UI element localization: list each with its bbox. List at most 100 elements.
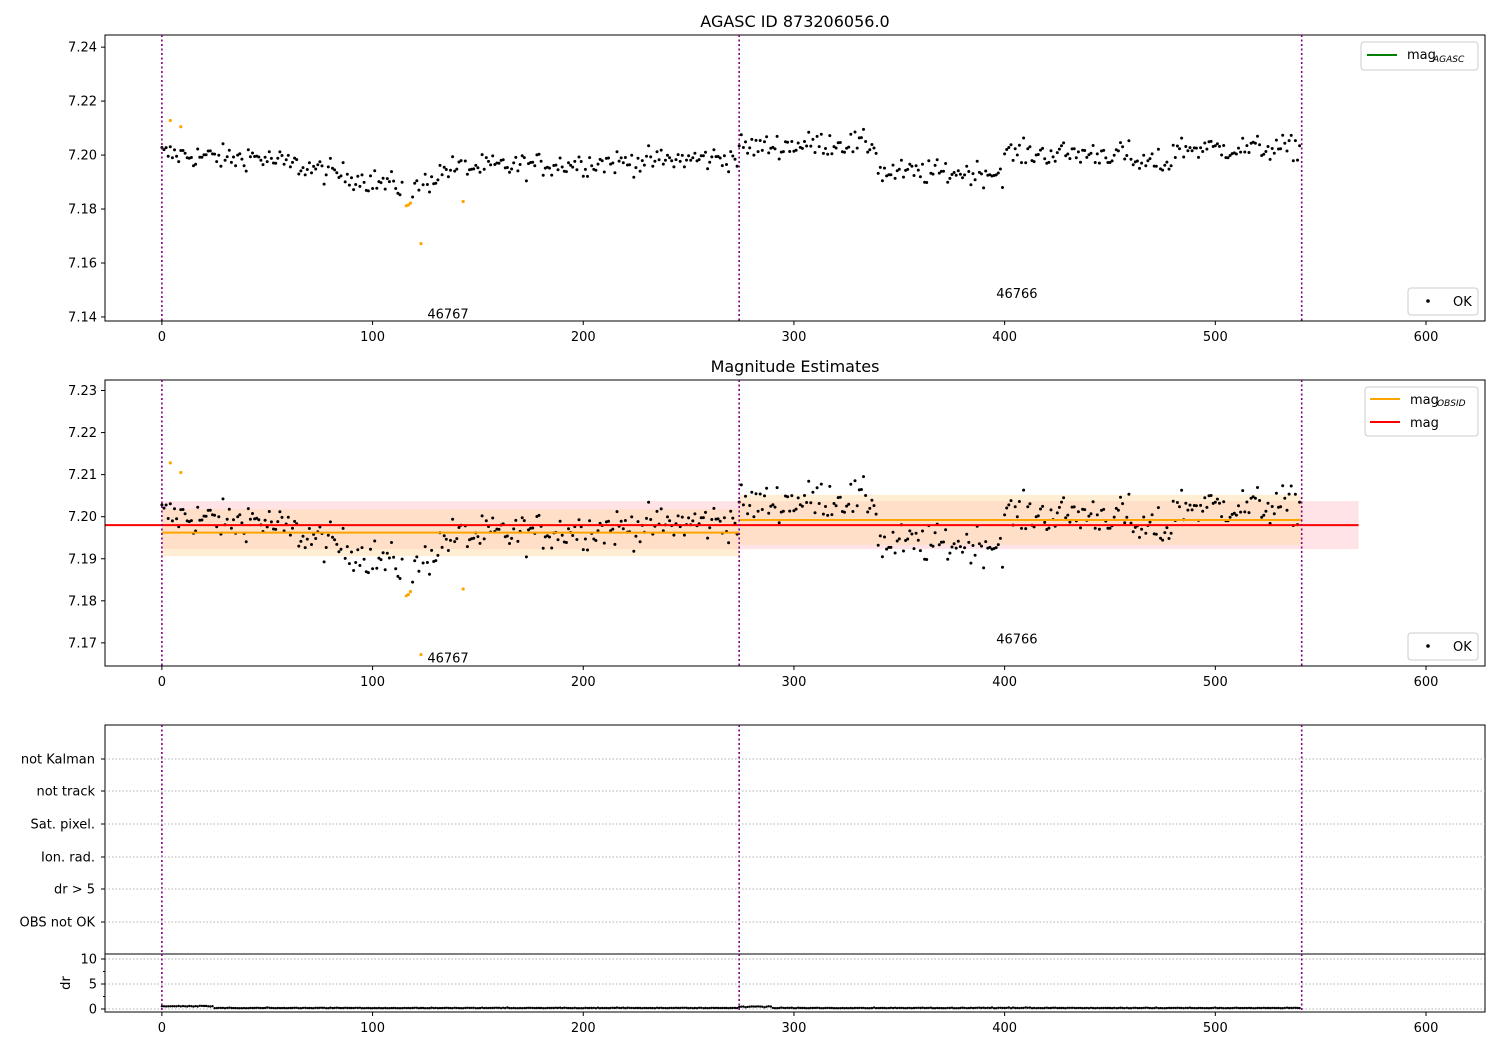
data-point xyxy=(805,501,809,504)
data-point xyxy=(948,551,952,555)
data-point xyxy=(248,155,252,159)
data-point xyxy=(1013,505,1017,509)
dr-point xyxy=(1290,1006,1293,1010)
dr-point xyxy=(632,1006,635,1010)
dr-point xyxy=(1049,1006,1053,1010)
data-point xyxy=(666,153,669,157)
dr-point xyxy=(719,1006,722,1010)
data-point xyxy=(208,508,212,512)
dr-point xyxy=(390,1006,393,1010)
data-point xyxy=(1194,504,1198,508)
data-point xyxy=(792,509,796,513)
data-point xyxy=(1209,139,1213,143)
data-point xyxy=(586,548,589,552)
data-point xyxy=(638,540,642,544)
dr-point xyxy=(1260,1006,1263,1010)
data-point xyxy=(897,167,901,171)
dr-point xyxy=(386,1007,389,1010)
dr-point xyxy=(1264,1006,1268,1010)
data-point xyxy=(1285,149,1289,153)
data-point xyxy=(1194,146,1198,150)
data-point xyxy=(215,160,219,164)
data-point xyxy=(567,161,570,165)
data-point xyxy=(286,153,290,157)
dr-point xyxy=(896,1006,899,1010)
data-point xyxy=(685,158,688,162)
data-point xyxy=(387,556,391,560)
dr-point xyxy=(849,1006,852,1010)
data-point xyxy=(354,561,358,564)
data-point xyxy=(594,168,598,172)
dr-point xyxy=(733,1006,737,1010)
data-point xyxy=(883,166,886,170)
dr-point xyxy=(1268,1006,1272,1010)
dr-point xyxy=(971,1006,975,1010)
data-point xyxy=(297,172,301,176)
data-point xyxy=(196,147,200,151)
dr-point xyxy=(1102,1006,1105,1010)
flagged-point xyxy=(168,461,172,465)
dr-point xyxy=(1081,1007,1084,1010)
data-point xyxy=(1142,515,1146,519)
data-point xyxy=(541,173,545,177)
data-point xyxy=(472,167,476,171)
dr-point xyxy=(546,1006,549,1010)
data-point xyxy=(244,540,248,544)
dr-point xyxy=(493,1006,496,1009)
y-tick-label: 10 xyxy=(80,953,97,968)
dr-point xyxy=(499,1007,503,1010)
data-point xyxy=(765,135,769,139)
dr-point xyxy=(238,1007,241,1010)
data-point xyxy=(1028,502,1032,506)
dr-point xyxy=(472,1006,475,1009)
dr-point xyxy=(411,1006,414,1010)
dr-point xyxy=(470,1006,473,1010)
dr-point xyxy=(731,1006,734,1010)
dr-point xyxy=(354,1006,357,1009)
dr-point xyxy=(1226,1006,1230,1010)
dr-point xyxy=(280,1006,284,1010)
dr-point xyxy=(626,1006,629,1009)
x-tick-label: 300 xyxy=(782,1021,807,1036)
data-point xyxy=(691,519,695,523)
data-point xyxy=(969,183,973,187)
data-point xyxy=(996,543,1000,547)
data-point xyxy=(385,177,389,181)
data-point xyxy=(480,153,484,157)
data-point xyxy=(1165,526,1169,530)
dr-point xyxy=(278,1006,282,1010)
data-point xyxy=(232,155,235,159)
data-point xyxy=(1039,148,1042,152)
data-point xyxy=(880,555,884,559)
data-point xyxy=(229,526,233,530)
dr-point xyxy=(603,1006,606,1010)
data-point xyxy=(767,151,771,155)
data-point xyxy=(1201,150,1205,153)
data-point xyxy=(531,526,535,530)
data-point xyxy=(1287,492,1291,496)
data-point xyxy=(885,547,889,551)
data-point xyxy=(1283,496,1287,500)
data-point xyxy=(973,553,977,557)
data-point xyxy=(910,532,914,536)
data-point xyxy=(963,546,967,550)
dr-point xyxy=(253,1006,256,1010)
flagged-point xyxy=(408,590,413,594)
data-point xyxy=(1087,514,1091,518)
dr-point xyxy=(830,1006,834,1010)
dr-point xyxy=(986,1006,989,1009)
data-point xyxy=(668,156,672,160)
data-point xyxy=(520,154,524,158)
data-point xyxy=(611,527,615,531)
data-point xyxy=(813,151,817,154)
data-point xyxy=(482,167,486,171)
dr-point xyxy=(923,1006,926,1010)
dr-point xyxy=(266,1006,269,1009)
dr-point xyxy=(1271,1006,1274,1010)
data-point xyxy=(522,519,526,523)
dr-point xyxy=(223,1007,227,1010)
data-point xyxy=(1258,143,1262,147)
dr-point xyxy=(613,1006,617,1010)
data-point xyxy=(293,156,297,160)
data-point xyxy=(777,521,781,525)
